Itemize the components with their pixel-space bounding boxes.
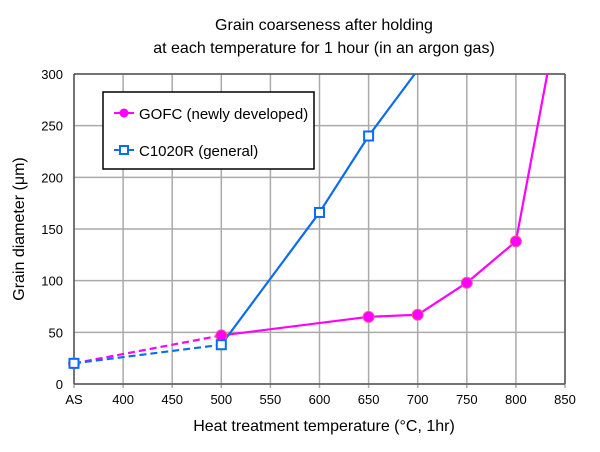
x-tick-label: 700: [407, 392, 429, 407]
legend: GOFC (newly developed) C1020R (general): [102, 91, 315, 170]
gofc-data-point: [411, 308, 424, 321]
x-axis-label: Heat treatment temperature (°C, 1hr): [193, 418, 455, 435]
legend-c1020r-label: C1020R (general): [139, 143, 258, 160]
y-tick-label: 100: [41, 274, 63, 289]
gofc-data-point: [362, 310, 375, 323]
x-tick-label: 550: [260, 392, 282, 407]
y-axis-label: Grain diameter (μm): [11, 157, 28, 300]
x-tick-label: 850: [554, 392, 576, 407]
chart-title-line-1: Grain coarseness after holding: [215, 17, 433, 34]
legend-gofc-marker-icon: [119, 108, 129, 118]
y-tick-label: 150: [41, 222, 63, 237]
gofc-line-segment: [73, 334, 222, 365]
y-tick-label: 0: [56, 377, 63, 392]
gofc-data-point: [509, 235, 522, 248]
legend-c1020r-marker-icon: [119, 145, 129, 155]
gofc-line-segment: [417, 281, 468, 316]
x-tick-label: 400: [112, 392, 134, 407]
y-tick-label: 50: [49, 325, 63, 340]
legend-gofc-label: GOFC (newly developed): [139, 106, 308, 123]
x-tick-label: 600: [309, 392, 331, 407]
gofc-line-segment: [368, 313, 418, 318]
c1020r-data-point: [314, 206, 325, 218]
c1020r-data-point: [363, 130, 375, 142]
y-tick-label: 200: [41, 170, 63, 185]
y-tick-label: 250: [41, 119, 63, 134]
c1020r-data-point: [68, 357, 80, 369]
c1020r-line-segment: [367, 73, 416, 137]
chart-title-line-2: at each temperature for 1 hour (in an ar…: [153, 40, 495, 57]
x-tick-label: 650: [358, 392, 380, 407]
x-tick-label: 800: [505, 392, 527, 407]
x-tick-label: 450: [161, 392, 183, 407]
c1020r-data-point: [215, 339, 227, 351]
y-tick-label: 300: [41, 67, 63, 82]
x-tick-label: 500: [210, 392, 232, 407]
gofc-data-point: [460, 276, 473, 289]
x-tick-label: AS: [65, 392, 83, 407]
x-tick-label: 750: [456, 392, 478, 407]
c1020r-line-segment: [73, 343, 222, 365]
gofc-line-segment: [221, 315, 369, 337]
c1020r-line-segment: [318, 135, 370, 214]
gofc-line-segment: [466, 240, 517, 284]
c1020r-line-segment: [220, 211, 321, 346]
gofc-line-segment: [514, 73, 549, 242]
